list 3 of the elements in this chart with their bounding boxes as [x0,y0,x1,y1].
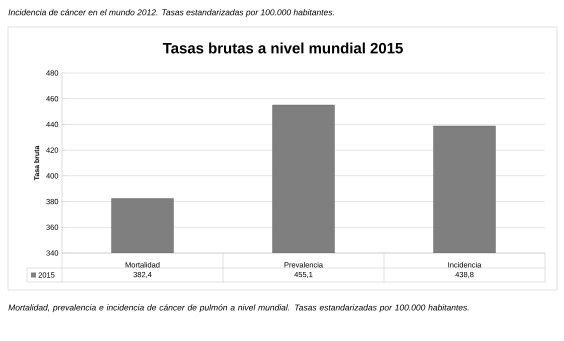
text: Incidencia de cáncer en el mundo 2012. Tasas estandarizadas por 100.000 habitantes. [8,9,334,17]
text: Mortalidad, prevalencia e incidencia de cáncer de pulmón a nivel mundial. Tasas estandarizadas por 100.000 habitantes. [8,304,469,312]
chart-title: Tasas brutas a nivel mundial 2015 [162,42,403,54]
